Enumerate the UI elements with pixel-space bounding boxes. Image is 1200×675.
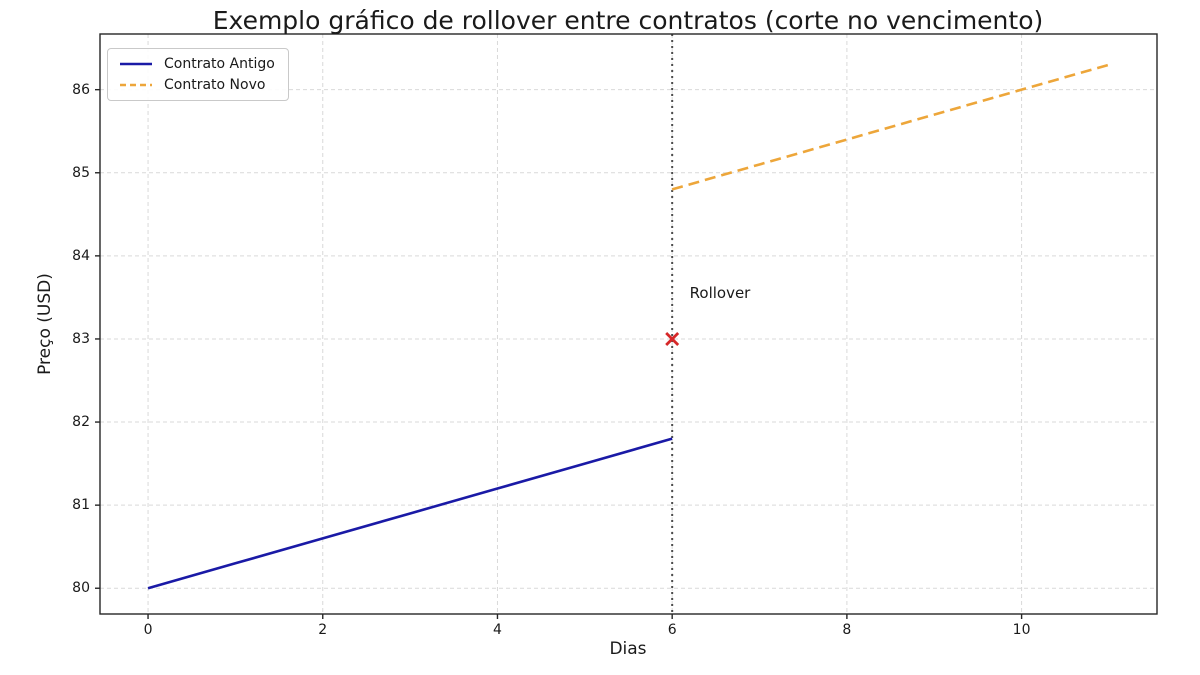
x-tick-label: 10 [1012,622,1031,638]
legend-swatch-dashed-line-icon [120,83,152,87]
x-tick-label: 8 [842,622,852,638]
series-line-contrato-novo [671,63,1110,191]
legend-item-contrato-novo: Contrato Novo [118,77,275,93]
x-tick-label: 4 [492,622,502,638]
y-tick-label: 86 [72,81,90,98]
y-tick-label: 83 [72,330,90,347]
series-line-contrato-antigo [147,437,673,590]
y-tick-label: 82 [72,414,90,431]
y-tick-label: 80 [72,580,90,597]
rollover-annotation: Rollover [689,284,751,303]
chart-title: Exemplo gráfico de rollover entre contra… [212,6,1044,35]
x-tick-label: 2 [318,622,328,638]
legend-item-contrato-antigo: Contrato Antigo [118,56,275,72]
legend-label: Contrato Antigo [164,56,275,72]
y-tick-label: 84 [72,247,90,264]
legend-swatch-solid-line-icon [120,62,152,66]
y-axis-label: Preço (USD) [35,273,55,375]
x-axis-label: Dias [609,639,647,659]
y-tick-label: 81 [72,497,90,514]
y-tick-label: 85 [72,164,90,181]
rollover-x-marker [665,331,680,346]
legend-label: Contrato Novo [164,77,266,93]
axes-frame [99,33,1158,615]
x-tick-label: 6 [667,622,677,638]
legend: Contrato Antigo Contrato Novo [107,48,289,101]
x-tick-label: 0 [143,622,153,638]
